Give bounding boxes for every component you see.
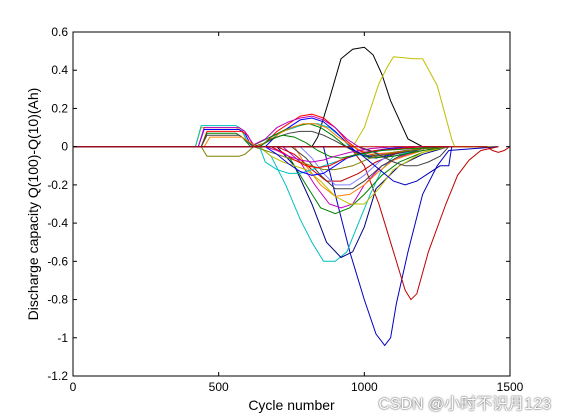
y-tick-label: -1 bbox=[57, 331, 68, 345]
series-line-4 bbox=[73, 146, 449, 262]
plot-area: 0 500 1000 1500 -1.2 -1 -0.8 -0.6 -0.4 -0.2 0 0.2 0.… bbox=[47, 25, 523, 394]
series-layer bbox=[73, 46, 511, 347]
series-line-24 bbox=[73, 134, 449, 159]
axes-box bbox=[72, 31, 511, 377]
series-line-27 bbox=[73, 146, 450, 167]
series-line-8 bbox=[73, 146, 449, 197]
series-line-26 bbox=[73, 146, 453, 186]
ticks-layer: 0 500 1000 1500 -1.2 -1 -0.8 -0.6 -0.4 -0.2 0 0.2 0.… bbox=[47, 25, 523, 394]
x-tick-label: 1500 bbox=[497, 380, 524, 394]
y-axis-label: Discharge capacity Q(100)-Q(10)(Ah) bbox=[25, 88, 41, 321]
watermark: CSDN @小时不识月123 bbox=[378, 396, 551, 413]
y-tick-label: -1.2 bbox=[47, 369, 68, 383]
series-line-28 bbox=[73, 146, 511, 153]
series-line-3 bbox=[73, 146, 499, 301]
y-tick-label: 0.4 bbox=[51, 63, 68, 77]
x-tick-label: 1000 bbox=[351, 380, 378, 394]
series-line-2 bbox=[73, 146, 499, 347]
y-tick-label: -0.2 bbox=[47, 178, 68, 192]
series-line-22 bbox=[73, 146, 449, 176]
y-tick-label: 0.2 bbox=[51, 101, 68, 115]
y-tick-label: 0 bbox=[61, 140, 68, 154]
y-tick-label: -0.8 bbox=[47, 293, 68, 307]
x-axis-label: Cycle number bbox=[248, 397, 335, 413]
y-tick-label: -0.4 bbox=[47, 216, 68, 230]
series-line-19 bbox=[73, 123, 449, 155]
x-tick-label: 0 bbox=[70, 380, 77, 394]
series-line-18 bbox=[73, 130, 449, 157]
series-line-17 bbox=[73, 115, 449, 155]
x-tick-label: 500 bbox=[209, 380, 229, 394]
y-tick-label: 0.6 bbox=[51, 25, 68, 39]
y-tick-label: -0.6 bbox=[47, 254, 68, 268]
series-line-23 bbox=[73, 146, 449, 169]
